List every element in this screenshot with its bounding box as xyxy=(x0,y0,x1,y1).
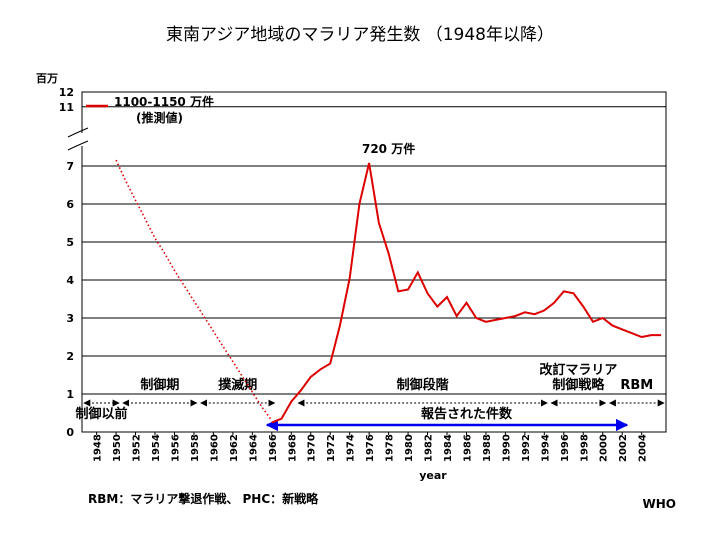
y-tick-label: 11 xyxy=(59,101,74,114)
grid xyxy=(81,91,667,433)
phase-label: RBM xyxy=(620,378,653,393)
y-tick-label: 5 xyxy=(66,236,74,249)
x-tick-label: 2002 xyxy=(618,434,629,462)
x-tick-label: 2000 xyxy=(599,434,610,462)
y-tick-label: 6 xyxy=(66,198,74,211)
x-tick-label: 1982 xyxy=(424,434,435,462)
axis-break-mark xyxy=(67,140,89,151)
estimated-series-line xyxy=(115,159,273,422)
x-tick-label: 1994 xyxy=(540,434,551,462)
y-tick-label: 2 xyxy=(66,350,74,363)
y-tick-label: 3 xyxy=(66,312,74,325)
y-unit-label: 百万 xyxy=(36,72,58,85)
x-tick-label: 1952 xyxy=(132,434,143,462)
x-tick-label: 1990 xyxy=(501,434,512,462)
x-tick-label: 1966 xyxy=(268,434,279,462)
legend-label: 1100-1150 万件 xyxy=(114,94,214,109)
x-axis-label: year xyxy=(419,469,447,482)
footnote: RBM：マラリア撃退作戦、 PHC：新戦略 xyxy=(88,491,319,506)
legend-sublabel: (推測値) xyxy=(136,110,183,125)
x-tick-label: 1968 xyxy=(287,434,298,462)
x-tick-label: 1992 xyxy=(521,434,532,462)
phase-label: 制御以前 xyxy=(75,406,127,422)
x-tick-label: 1948 xyxy=(93,434,104,462)
phase-label: 制御期 xyxy=(140,377,179,393)
x-tick-label: 2004 xyxy=(638,434,649,462)
x-tick-label: 1956 xyxy=(170,434,181,462)
x-tick-label: 1960 xyxy=(209,434,220,462)
x-tick-label: 1986 xyxy=(462,434,473,462)
phase-label: 改訂マラリア xyxy=(539,362,617,378)
x-tick-label: 1958 xyxy=(190,434,201,462)
axis-break-mark xyxy=(67,127,89,138)
source-label: WHO xyxy=(643,497,676,511)
x-tick-label: 1950 xyxy=(112,434,123,462)
x-tick-label: 1972 xyxy=(326,434,337,462)
x-tick-label: 1962 xyxy=(229,434,240,462)
y-tick-label: 12 xyxy=(59,86,74,99)
y-axis-break xyxy=(67,127,90,151)
phase-label: 制御戦略 xyxy=(552,377,605,393)
x-tick-label: 1954 xyxy=(151,434,162,462)
legend: 1100-1150 万件 (推測値) xyxy=(86,94,214,125)
x-tick-label: 1988 xyxy=(482,434,493,462)
x-tick-label: 1978 xyxy=(385,434,396,462)
x-tick-label: 1996 xyxy=(560,434,571,462)
y-tick-label: 4 xyxy=(66,274,74,287)
x-tick-label: 1976 xyxy=(365,434,376,462)
y-tick-label: 1 xyxy=(66,388,74,401)
reported-series-line xyxy=(271,162,662,424)
x-tick-label: 1984 xyxy=(443,434,454,462)
x-tick-label: 1964 xyxy=(248,434,259,462)
x-tick-labels: 1948 1950 1952 1954 1956 1958 1960 1962 1964 1966… xyxy=(93,432,649,462)
y-tick-label: 0 xyxy=(66,426,74,439)
y-tick-label: 7 xyxy=(66,160,74,173)
plot-frame xyxy=(81,91,667,433)
x-tick-label: 1970 xyxy=(307,434,318,462)
peak-label: 720 万件 xyxy=(362,141,415,156)
phase-label: 制御段階 xyxy=(397,377,449,393)
reported-cases-label: 報告された件数 xyxy=(421,406,513,422)
x-tick-label: 1974 xyxy=(346,434,357,462)
phase-label: 撲滅期 xyxy=(218,377,257,393)
series-layer xyxy=(115,159,662,424)
x-tick-label: 1998 xyxy=(579,434,590,462)
x-tick-label: 1980 xyxy=(404,434,415,462)
chart-title: 東南アジア地域のマラリア発生数 （1948年以降） xyxy=(166,25,554,45)
